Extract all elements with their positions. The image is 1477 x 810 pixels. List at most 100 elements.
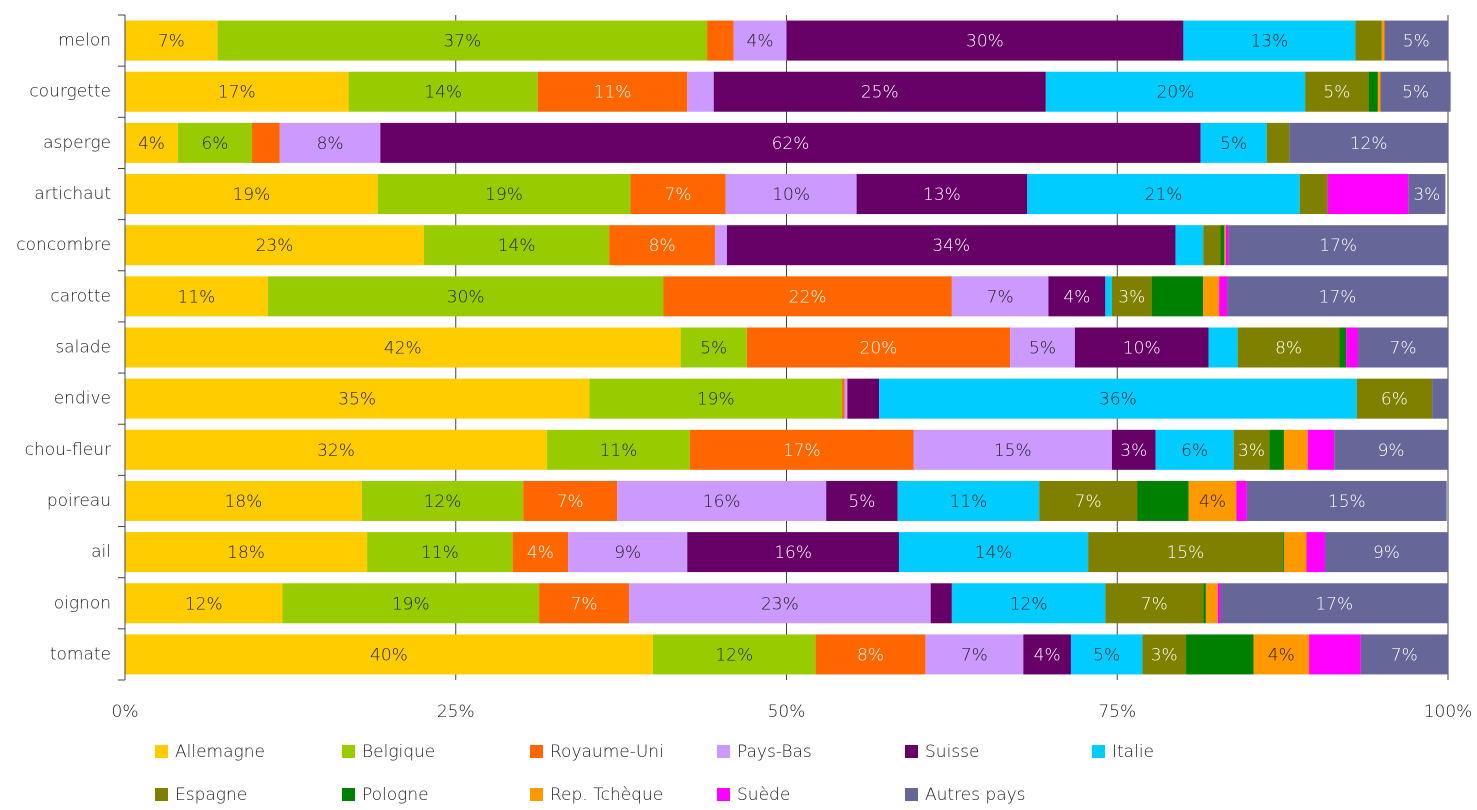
bar-segment: [879, 378, 1357, 419]
bar-segment: [1111, 429, 1156, 470]
bar-segment: [1088, 532, 1283, 573]
legend-swatch: [717, 788, 730, 801]
legend-swatch: [530, 788, 543, 801]
data-label: 5%: [1402, 83, 1429, 103]
data-label: 3%: [1118, 287, 1145, 307]
legend-label: Suède: [737, 785, 790, 805]
bar-segment: [713, 71, 1046, 112]
data-label: 16%: [774, 543, 812, 563]
data-label: 11%: [600, 441, 638, 461]
bar-segment: [1253, 634, 1310, 675]
bar-segment: [125, 480, 362, 521]
bar-segment: [1377, 71, 1381, 112]
data-label: 10%: [772, 185, 810, 205]
bar-segment: [1224, 225, 1226, 266]
bar-segment: [930, 583, 952, 624]
bar-segment: [687, 532, 899, 573]
data-label: 32%: [317, 441, 355, 461]
data-label: 40%: [370, 645, 408, 665]
data-label: 17%: [1319, 287, 1357, 307]
data-label: 17%: [1315, 594, 1353, 614]
data-label: 7%: [571, 594, 598, 614]
data-label: 8%: [649, 236, 676, 256]
legend-swatch: [155, 788, 168, 801]
data-label: 19%: [392, 594, 430, 614]
data-label: 6%: [1181, 441, 1208, 461]
bar-segment: [1010, 327, 1075, 368]
bar-segment: [617, 480, 827, 521]
bar-segment: [1183, 20, 1356, 61]
bar-segment: [1137, 480, 1189, 521]
y-tick-label: melon: [58, 31, 111, 51]
y-tick-label: artichaut: [34, 184, 111, 204]
bar-segment: [1220, 583, 1448, 624]
bar-segment: [1027, 174, 1300, 215]
legend-swatch: [342, 745, 355, 758]
bar-segment: [279, 122, 381, 163]
legend-label: Allemagne: [175, 742, 265, 762]
bar-segment: [1360, 634, 1448, 675]
bar-segment: [1074, 327, 1209, 368]
data-label: 5%: [1029, 339, 1056, 359]
legend-swatch: [1092, 745, 1105, 758]
bar-segment: [1203, 583, 1206, 624]
bar-segment: [1105, 583, 1204, 624]
bar-segment: [746, 327, 1011, 368]
x-tick-label: 25%: [437, 702, 475, 722]
data-label: 11%: [421, 543, 459, 563]
legend-label: Suisse: [925, 742, 979, 762]
bar-segment: [1186, 634, 1254, 675]
bar-segment: [951, 276, 1049, 317]
data-label: 13%: [1250, 32, 1288, 52]
bar-segment: [539, 583, 630, 624]
bar-segment: [125, 327, 681, 368]
bar-segment: [125, 429, 548, 470]
data-label: 18%: [225, 492, 263, 512]
bar-segment: [733, 20, 787, 61]
bar-segment: [1228, 225, 1448, 266]
bar-segment: [1236, 480, 1247, 521]
data-label: 6%: [1381, 390, 1408, 410]
data-label: 7%: [557, 492, 584, 512]
data-label: 11%: [950, 492, 988, 512]
data-label: 14%: [498, 236, 536, 256]
data-label: 17%: [1319, 236, 1357, 256]
data-label: 8%: [857, 645, 884, 665]
data-label: 12%: [715, 645, 753, 665]
data-label: 23%: [761, 594, 799, 614]
bar-segment: [898, 532, 1089, 573]
data-label: 5%: [1220, 134, 1247, 154]
bar-segment: [125, 71, 349, 112]
legend-label: Pays-Bas: [737, 742, 812, 762]
data-label: 37%: [443, 32, 481, 52]
bar-segment: [125, 276, 268, 317]
bar-segment: [125, 378, 590, 419]
bar-segment: [847, 378, 880, 419]
bar-segment: [512, 532, 569, 573]
y-tick-label: chou-fleur: [25, 440, 111, 460]
data-label: 8%: [317, 134, 344, 154]
data-label: 3%: [1120, 441, 1147, 461]
data-label: 7%: [1141, 594, 1168, 614]
bar-segment: [1368, 71, 1378, 112]
bar-segment: [842, 378, 845, 419]
bar-segment: [1233, 429, 1270, 470]
bar-segment: [680, 327, 747, 368]
data-label: 7%: [1075, 492, 1102, 512]
legend-label: Pologne: [362, 785, 429, 805]
bar-segment: [1039, 480, 1138, 521]
bar-segment: [1282, 532, 1284, 573]
data-label: 17%: [218, 83, 256, 103]
data-label: 4%: [1063, 287, 1090, 307]
data-label: 19%: [485, 185, 523, 205]
data-label: 5%: [1093, 645, 1120, 665]
bar-segment: [1356, 378, 1433, 419]
bar-segment: [1384, 20, 1448, 61]
bar-segment: [913, 429, 1112, 470]
data-label: 4%: [747, 32, 774, 52]
legend-label: Italie: [1112, 742, 1154, 762]
data-label: 8%: [1275, 339, 1302, 359]
bar-segment: [282, 583, 540, 624]
bar-segment: [1220, 225, 1225, 266]
